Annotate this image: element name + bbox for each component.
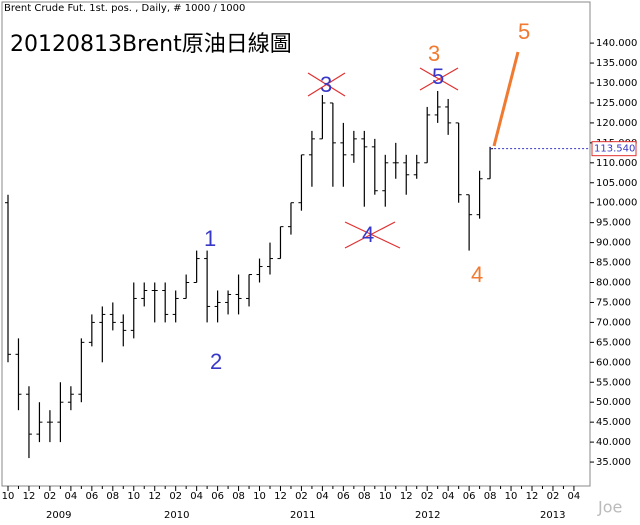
x-tick-label: 06 [463, 491, 476, 502]
wave-label: 2 [210, 349, 222, 374]
year-label: 2012 [415, 510, 440, 521]
x-tick-label: 04 [568, 491, 581, 502]
x-tick-label: 02 [547, 491, 560, 502]
wave-arrow [492, 51, 520, 147]
year-label: 2010 [164, 510, 189, 521]
chart-title: 20120813Brent原油日線圖 [10, 32, 292, 57]
last-price-box [591, 141, 637, 157]
y-tick-label: 100.000 [596, 198, 637, 209]
x-tick-label: 12 [23, 491, 36, 502]
x-tick-label: 04 [316, 491, 329, 502]
y-tick-label: 35.000 [596, 457, 631, 468]
wave-label: 5 [518, 19, 530, 44]
y-tick-label: 70.000 [596, 317, 631, 328]
x-tick-label: 12 [148, 491, 161, 502]
y-tick-label: 40.000 [596, 437, 631, 448]
wave-label: 4 [362, 222, 374, 247]
x-tick-label: 08 [358, 491, 371, 502]
cross [344, 221, 401, 249]
y-tick-label: 120.000 [596, 118, 637, 129]
y-tick-label: 95.000 [596, 218, 631, 229]
x-tick-label: 10 [379, 491, 392, 502]
watermark: Joe [597, 498, 622, 517]
x-tick-label: 10 [253, 491, 266, 502]
y-tick-label: 80.000 [596, 278, 631, 289]
x-tick-label: 02 [169, 491, 182, 502]
x-tick-label: 02 [295, 491, 308, 502]
y-tick-label: 85.000 [596, 258, 631, 269]
y-tick-label: 50.000 [596, 397, 631, 408]
x-tick-label: 02 [44, 491, 57, 502]
plot-frame [1, 1, 591, 487]
wave-label: 3 [320, 72, 332, 97]
x-tick-label: 04 [65, 491, 78, 502]
y-tick-label: 65.000 [596, 337, 631, 348]
x-tick-label: 10 [505, 491, 518, 502]
x-tick-label: 08 [106, 491, 119, 502]
last-price-label: 113.540 [594, 144, 635, 155]
x-tick-label: 08 [232, 491, 245, 502]
y-tick-label: 105.000 [596, 178, 637, 189]
x-tick-label: 06 [85, 491, 98, 502]
cross [307, 72, 346, 97]
header: Brent Crude Fut. 1st. pos. , Daily, # 10… [4, 3, 245, 14]
y-tick-label: 90.000 [596, 238, 631, 249]
year-label: 2009 [46, 510, 71, 521]
x-tick-label: 12 [400, 491, 413, 502]
x-tick-label: 06 [211, 491, 224, 502]
x-tick-label: 10 [2, 491, 15, 502]
wave-label: 5 [432, 64, 444, 89]
x-tick-label: 12 [526, 491, 539, 502]
y-tick-label: 60.000 [596, 357, 631, 368]
x-tick-label: 02 [421, 491, 434, 502]
x-tick-label: 10 [127, 491, 140, 502]
y-tick-label: 130.000 [596, 78, 637, 89]
y-tick-label: 45.000 [596, 417, 631, 428]
wave-label: 3 [428, 41, 440, 66]
y-tick-label: 75.000 [596, 297, 631, 308]
year-label: 2011 [290, 510, 315, 521]
x-tick-label: 08 [484, 491, 497, 502]
cross [344, 221, 396, 249]
wave-label: 1 [204, 226, 216, 251]
x-tick-label: 06 [337, 491, 350, 502]
wave-label: 4 [471, 262, 483, 287]
y-tick-label: 140.000 [596, 38, 637, 49]
cross [419, 67, 459, 91]
y-tick-label: 135.000 [596, 58, 637, 69]
y-tick-label: 125.000 [596, 98, 637, 109]
x-tick-label: 04 [442, 491, 455, 502]
y-tick-label: 55.000 [596, 377, 631, 388]
x-tick-label: 12 [274, 491, 287, 502]
y-tick-label: 110.000 [596, 158, 637, 169]
crosses [307, 67, 459, 249]
x-tick-label: 04 [190, 491, 203, 502]
year-label: 2013 [540, 510, 565, 521]
